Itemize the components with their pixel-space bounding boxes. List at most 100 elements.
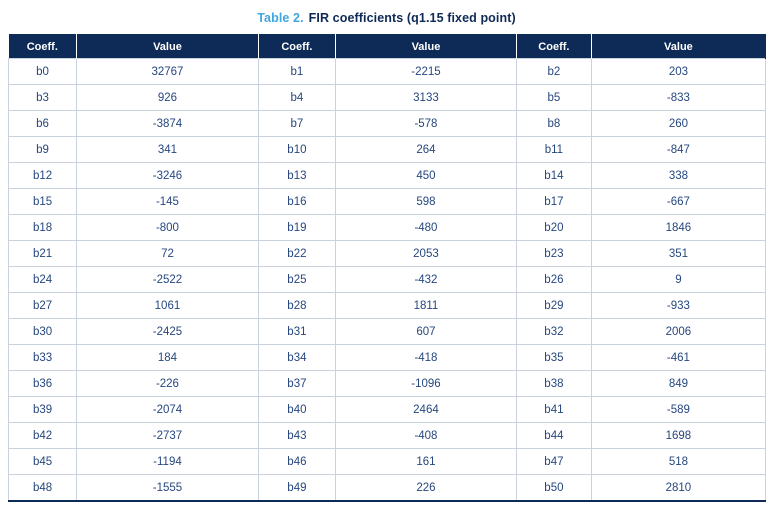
table-row: b48 -1555 b49 226 b50 2810	[7, 474, 767, 502]
table-row: b15 -145 b16 598 b17 -667	[7, 188, 767, 215]
value-cell: -1194	[76, 448, 259, 475]
coeff-cell: b46	[257, 448, 337, 475]
coeff-cell: b17	[515, 188, 592, 215]
coeff-cell: b48	[7, 474, 78, 502]
coeff-cell: b19	[257, 214, 337, 241]
value-cell: 184	[76, 344, 259, 371]
coeff-cell: b39	[7, 396, 78, 423]
value-cell: -408	[335, 422, 517, 449]
value-cell: -1096	[335, 370, 517, 397]
fir-coefficients-table: Coeff. Value Coeff. Value Coeff. Value b…	[7, 34, 767, 502]
value-cell: 2006	[590, 318, 767, 345]
coeff-cell: b38	[515, 370, 592, 397]
value-cell: 1846	[590, 214, 767, 241]
column-header-coeff: Coeff.	[258, 34, 337, 59]
value-cell: 260	[590, 110, 767, 137]
value-cell: 264	[335, 136, 517, 163]
value-cell: 607	[335, 318, 517, 345]
value-cell: -432	[335, 266, 517, 293]
table-row: b39 -2074 b40 2464 b41 -589	[7, 396, 767, 423]
coeff-cell: b49	[257, 474, 337, 502]
value-cell: 341	[76, 136, 259, 163]
value-cell: 9	[590, 266, 767, 293]
value-cell: 2053	[335, 240, 517, 267]
coeff-cell: b12	[7, 162, 78, 189]
value-cell: 1811	[335, 292, 517, 319]
value-cell: -226	[76, 370, 259, 397]
table-row: b6 -3874 b7 -578 b8 260	[7, 110, 767, 137]
column-header-value: Value	[591, 34, 767, 59]
coeff-cell: b21	[7, 240, 78, 267]
table-row: b45 -1194 b46 161 b47 518	[7, 448, 767, 475]
value-cell: 1061	[76, 292, 259, 319]
value-cell: 351	[590, 240, 767, 267]
table-row: b0 32767 b1 -2215 b2 203	[7, 58, 767, 85]
coeff-cell: b37	[257, 370, 337, 397]
table-caption-title: FIR coefficients (q1.15 fixed point)	[308, 11, 516, 25]
coeff-cell: b41	[515, 396, 592, 423]
table-header: Coeff. Value Coeff. Value Coeff. Value	[8, 34, 767, 59]
coeff-cell: b33	[7, 344, 78, 371]
value-cell: 518	[590, 448, 767, 475]
coeff-cell: b5	[515, 84, 592, 111]
coeff-cell: b44	[515, 422, 592, 449]
table-caption-number: Table 2.	[257, 11, 304, 25]
value-cell: 1698	[590, 422, 767, 449]
value-cell: -800	[76, 214, 259, 241]
table-row: b18 -800 b19 -480 b20 1846	[7, 214, 767, 241]
value-cell: 3133	[335, 84, 517, 111]
value-cell: 2810	[590, 474, 767, 502]
coeff-cell: b34	[257, 344, 337, 371]
coeff-cell: b22	[257, 240, 337, 267]
table-row: b42 -2737 b43 -408 b44 1698	[7, 422, 767, 449]
coeff-cell: b10	[257, 136, 337, 163]
value-cell: 72	[76, 240, 259, 267]
table-row: b24 -2522 b25 -432 b26 9	[7, 266, 767, 293]
coeff-cell: b2	[515, 58, 592, 85]
value-cell: -2425	[76, 318, 259, 345]
coeff-cell: b50	[515, 474, 592, 502]
coeff-cell: b13	[257, 162, 337, 189]
coeff-cell: b26	[515, 266, 592, 293]
coeff-cell: b11	[515, 136, 592, 163]
coeff-cell: b1	[257, 58, 337, 85]
value-cell: 338	[590, 162, 767, 189]
coeff-cell: b28	[257, 292, 337, 319]
coeff-cell: b35	[515, 344, 592, 371]
coeff-cell: b3	[7, 84, 78, 111]
value-cell: 849	[590, 370, 767, 397]
table-row: b3 926 b4 3133 b5 -833	[7, 84, 767, 111]
value-cell: 598	[335, 188, 517, 215]
coeff-cell: b43	[257, 422, 337, 449]
header-row: Coeff. Value Coeff. Value Coeff. Value	[8, 34, 767, 59]
coeff-cell: b30	[7, 318, 78, 345]
value-cell: 203	[590, 58, 767, 85]
coeff-cell: b42	[7, 422, 78, 449]
value-cell: -2074	[76, 396, 259, 423]
value-cell: -667	[590, 188, 767, 215]
value-cell: -3874	[76, 110, 259, 137]
table-row: b30 -2425 b31 607 b32 2006	[7, 318, 767, 345]
coeff-cell: b25	[257, 266, 337, 293]
table-row: b21 72 b22 2053 b23 351	[7, 240, 767, 267]
coeff-cell: b6	[7, 110, 78, 137]
coeff-cell: b32	[515, 318, 592, 345]
coeff-cell: b0	[7, 58, 78, 85]
coeff-cell: b24	[7, 266, 78, 293]
coeff-cell: b14	[515, 162, 592, 189]
value-cell: -2522	[76, 266, 259, 293]
value-cell: -145	[76, 188, 259, 215]
coeff-cell: b7	[257, 110, 337, 137]
value-cell: -833	[590, 84, 767, 111]
coeff-cell: b15	[7, 188, 78, 215]
value-cell: 226	[335, 474, 517, 502]
value-cell: -933	[590, 292, 767, 319]
table-row: b36 -226 b37 -1096 b38 849	[7, 370, 767, 397]
value-cell: -589	[590, 396, 767, 423]
value-cell: 2464	[335, 396, 517, 423]
column-header-value: Value	[76, 34, 259, 59]
coeff-cell: b36	[7, 370, 78, 397]
table-row: b12 -3246 b13 450 b14 338	[7, 162, 767, 189]
coeff-cell: b9	[7, 136, 78, 163]
